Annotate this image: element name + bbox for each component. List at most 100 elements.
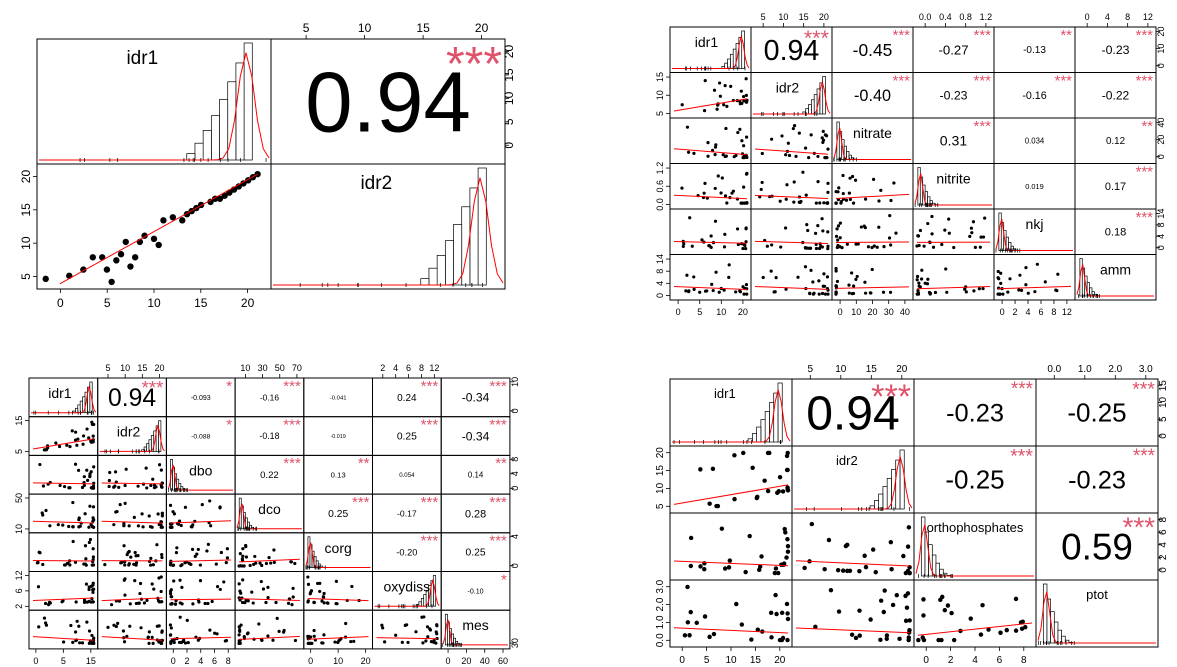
variable-label: ptot: [1086, 587, 1108, 602]
scatter-point: [170, 525, 174, 529]
scatter-point: [237, 641, 241, 645]
scatter-point: [84, 582, 89, 586]
scatter-point: [721, 153, 725, 157]
scatter-point: [947, 231, 951, 235]
cell-frame: [234, 609, 305, 650]
tick-label-bottom: 20: [774, 655, 786, 666]
scatter-point: [88, 475, 92, 479]
scatter-point: [78, 641, 82, 645]
correlation-value: 0.14: [468, 471, 484, 480]
scatter-point: [970, 231, 974, 235]
cell-frame: [913, 579, 1037, 648]
scatter-cell: [32, 462, 96, 490]
smooth-line: [170, 559, 232, 562]
scatter-point: [879, 188, 883, 192]
scatter-point: [196, 547, 200, 552]
scatter-point: [282, 630, 286, 634]
cell-frame: [28, 571, 99, 611]
scatter-point: [742, 185, 746, 189]
scatter-point: [160, 511, 164, 515]
tick-label-bottom: 20: [867, 307, 877, 317]
scatter-point: [972, 289, 976, 293]
scatter-point: [38, 462, 42, 467]
scatter-point: [35, 561, 40, 565]
tick-label-left: 0.0: [655, 198, 665, 211]
scatter-point: [777, 637, 783, 643]
scatter-point: [136, 554, 140, 558]
scatter-point: [836, 190, 840, 194]
correlation-value: -0.10: [467, 587, 483, 595]
scatter-point: [37, 550, 41, 554]
correlation-value: 0.17: [1105, 181, 1126, 193]
histogram-bar: [186, 153, 196, 161]
scatter-point: [1004, 627, 1009, 633]
scatter-point: [1013, 596, 1019, 602]
diagonal-dbo: dbo: [167, 459, 234, 493]
scatter-point: [269, 561, 273, 565]
scatter-point: [864, 197, 868, 201]
correlation-cell: -0.13 **: [1023, 27, 1072, 56]
scatter-point: [185, 618, 189, 623]
diagonal-orthophosphates: orthophosphates: [915, 516, 1034, 578]
scatter-point: [804, 193, 808, 197]
tick-label-top: 4: [393, 363, 398, 373]
correlation-value: 0.28: [465, 508, 486, 520]
scatter-point: [321, 595, 326, 599]
correlation-cell: -0.23 ***: [1101, 27, 1153, 57]
tick-label-bottom: 0: [1000, 307, 1005, 317]
scatter-point: [136, 484, 140, 488]
scatter-point: [755, 494, 760, 500]
scatter-point: [121, 629, 126, 633]
scatter-point: [894, 592, 899, 598]
scatter-point: [258, 561, 262, 565]
scatter-point: [947, 217, 951, 221]
correlation-value: -0.40: [854, 87, 891, 105]
scatter-point: [90, 422, 94, 426]
smooth-line: [917, 622, 1033, 636]
scatter-cell: [754, 124, 830, 160]
scatter-point: [923, 281, 927, 285]
scatter-point: [225, 556, 230, 560]
scatter-point: [159, 523, 163, 527]
scatter-point: [779, 610, 785, 616]
scatter-point: [742, 99, 746, 103]
scatter-point: [209, 524, 213, 528]
scatter-point: [744, 240, 748, 244]
tick-label-right: 4: [510, 471, 520, 476]
scatter-point: [272, 548, 276, 552]
scatter-point: [306, 600, 310, 604]
cell-frame: [831, 254, 914, 301]
scatter-point: [884, 633, 890, 638]
tick-label-right: 5: [1158, 416, 1169, 422]
scatter-point: [750, 465, 755, 471]
scatter-point: [785, 611, 790, 616]
scatter-point: [845, 242, 849, 246]
scatter-point: [741, 156, 745, 160]
scatter-point: [91, 563, 96, 567]
tick-label-bottom: 10: [725, 655, 737, 666]
significance-stars: ***: [973, 118, 991, 135]
scatter-point: [821, 229, 825, 233]
scatter-point: [744, 77, 748, 81]
correlation-cell: -0.23 ***: [946, 379, 1034, 427]
scatter-point: [784, 601, 790, 607]
scatter-point: [147, 514, 151, 518]
scatter-point: [877, 199, 881, 203]
scatter-point: [866, 245, 871, 249]
tick-label-left: 0.0: [655, 633, 666, 647]
correlation-cell: -0.041: [330, 395, 347, 401]
smooth-line: [170, 598, 232, 601]
scatter-point: [743, 569, 748, 575]
scatter-point: [739, 89, 743, 93]
scatter-point: [722, 103, 726, 107]
smooth-line: [59, 173, 258, 285]
scatter-point: [852, 284, 856, 288]
scatter-point: [826, 537, 832, 543]
scatter-point: [54, 441, 58, 445]
scatter-point: [933, 290, 938, 295]
tick-label-left: 5: [19, 273, 33, 280]
scatter-point: [1006, 290, 1010, 294]
correlation-cell: -0.019: [331, 434, 346, 440]
scatter-point: [780, 489, 786, 494]
tick-label-bottom: 30: [884, 307, 894, 317]
